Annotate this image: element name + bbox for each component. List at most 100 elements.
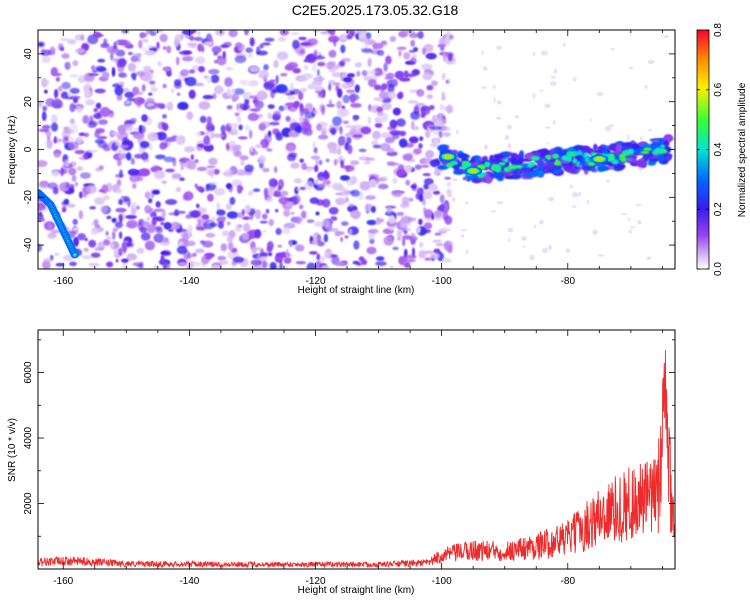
heatmap-noise-blob — [95, 224, 101, 228]
heatmap-ridge-blob — [573, 144, 584, 151]
heatmap-noise-blob — [193, 82, 205, 87]
heatmap-noise-blob — [195, 226, 206, 231]
heatmap-noise-blob — [95, 102, 102, 110]
heatmap-noise-blob — [198, 187, 205, 193]
heatmap-noise-blob — [57, 85, 63, 92]
heatmap-noise-blob — [367, 228, 379, 234]
heatmap-noise-blob — [132, 77, 136, 81]
heatmap-noise-blob — [81, 255, 93, 260]
heatmap-ridge-peak — [611, 159, 619, 165]
heatmap-noise-blob — [375, 261, 387, 267]
heatmap-noise-blob — [47, 182, 58, 190]
heatmap-faint-blob — [597, 254, 604, 257]
heatmap-noise-blob — [267, 104, 275, 109]
snr-frame — [37, 329, 676, 570]
heatmap-noise-blob — [49, 46, 56, 56]
heatmap-ridge-blob — [441, 160, 449, 166]
heatmap-noise-blob — [141, 47, 148, 52]
heatmap-noise-blob — [317, 61, 326, 67]
heatmap-ridge-peak — [554, 160, 562, 166]
heatmap-ridge-blob — [490, 158, 501, 163]
heatmap-faint-blob — [578, 191, 581, 197]
heatmap-faint-blob — [447, 78, 451, 85]
heatmap-noise-blob — [232, 144, 242, 151]
heatmap-noise-blob — [366, 246, 377, 255]
heatmap-noise-blob — [264, 37, 275, 42]
heatmap-ridge-blob — [631, 143, 641, 149]
heatmap-noise-blob — [217, 255, 227, 261]
heatmap-noise-blob — [404, 259, 416, 263]
heatmap-noise-blob — [211, 216, 216, 222]
y-tick-label: 4000 — [23, 426, 34, 449]
heatmap-noise-blob — [434, 232, 442, 236]
heatmap-noise-blob — [213, 59, 218, 64]
heatmap-noise-blob — [433, 210, 443, 218]
heatmap-noise-blob — [111, 67, 116, 77]
heatmap-noise-blob — [289, 82, 294, 92]
heatmap-noise-blob — [194, 248, 205, 254]
heatmap-noise-blob — [301, 73, 313, 79]
heatmap-noise-blob — [220, 124, 226, 133]
heatmap-noise-blob — [78, 156, 85, 161]
heatmap-noise-blob — [60, 37, 69, 42]
heatmap-noise-blob — [314, 221, 325, 227]
heatmap-noise-blob — [340, 160, 344, 167]
heatmap-noise-blob — [125, 120, 136, 125]
heatmap-noise-blob — [320, 265, 330, 269]
heatmap-noise-blob — [275, 132, 284, 141]
heatmap-noise-blob — [430, 252, 440, 260]
heatmap-noise-blob — [432, 137, 439, 148]
heatmap-noise-blob — [352, 260, 360, 265]
heatmap-noise-blob — [184, 76, 197, 87]
heatmap-noise-blob — [38, 202, 46, 212]
heatmap-faint-blob — [460, 234, 465, 238]
heatmap-noise-blob — [47, 232, 57, 239]
heatmap-noise-blob — [69, 87, 80, 94]
heatmap-ridge-peak — [619, 157, 627, 161]
heatmap-noise-blob — [447, 53, 453, 62]
heatmap-noise-blob — [122, 137, 129, 146]
heatmap-noise-blob — [118, 231, 123, 239]
heatmap-noise-blob — [182, 232, 189, 242]
heatmap-noise-blob — [116, 39, 128, 44]
heatmap-ridge-peak — [660, 144, 666, 149]
x-tick-label: -140 — [179, 276, 199, 287]
heatmap-noise-blob — [349, 127, 357, 137]
heatmap-noise-blob — [373, 84, 382, 91]
heatmap-noise-blob — [409, 57, 417, 65]
heatmap-noise-blob — [315, 179, 319, 186]
heatmap-noise-blob — [85, 99, 95, 106]
heatmap-faint-blob — [647, 60, 655, 64]
heatmap-noise-blob — [285, 201, 295, 207]
heatmap-noise-blob — [135, 70, 147, 77]
heatmap-noise-blob — [323, 169, 328, 179]
heatmap-noise-blob — [299, 106, 305, 117]
heatmap-noise-blob — [345, 196, 349, 203]
heatmap-noise-blob — [327, 251, 332, 256]
heatmap-noise-blob — [444, 176, 451, 180]
heatmap-noise-blob — [396, 237, 402, 241]
heatmap-noise-blob — [352, 134, 364, 138]
heatmap-noise-blob — [328, 35, 340, 43]
heatmap-noise-blob — [41, 56, 51, 63]
heatmap-noise-blob — [174, 79, 182, 87]
heatmap-noise-blob — [398, 77, 411, 82]
heatmap-noise-blob — [94, 88, 106, 94]
heatmap-noise-blob — [370, 206, 376, 213]
heatmap-faint-blob — [544, 103, 551, 109]
heatmap-noise-blob — [74, 34, 83, 41]
heatmap-noise-blob — [238, 47, 245, 52]
heatmap-noise-blob — [287, 154, 296, 162]
heatmap-noise-blob — [360, 259, 368, 266]
heatmap-noise-blob — [299, 42, 312, 46]
heatmap-noise-blob — [418, 218, 423, 225]
heatmap-ridge-blob — [593, 149, 602, 154]
heatmap-noise-blob — [180, 166, 184, 171]
heatmap-noise-blob — [124, 100, 131, 105]
heatmap-noise-blob — [398, 50, 402, 57]
heatmap-noise-blob — [118, 247, 123, 257]
heatmap-ridge-blob — [471, 162, 482, 166]
heatmap-noise-blob — [230, 88, 236, 93]
heatmap-noise-blob — [432, 190, 441, 195]
heatmap-noise-blob — [226, 88, 231, 97]
